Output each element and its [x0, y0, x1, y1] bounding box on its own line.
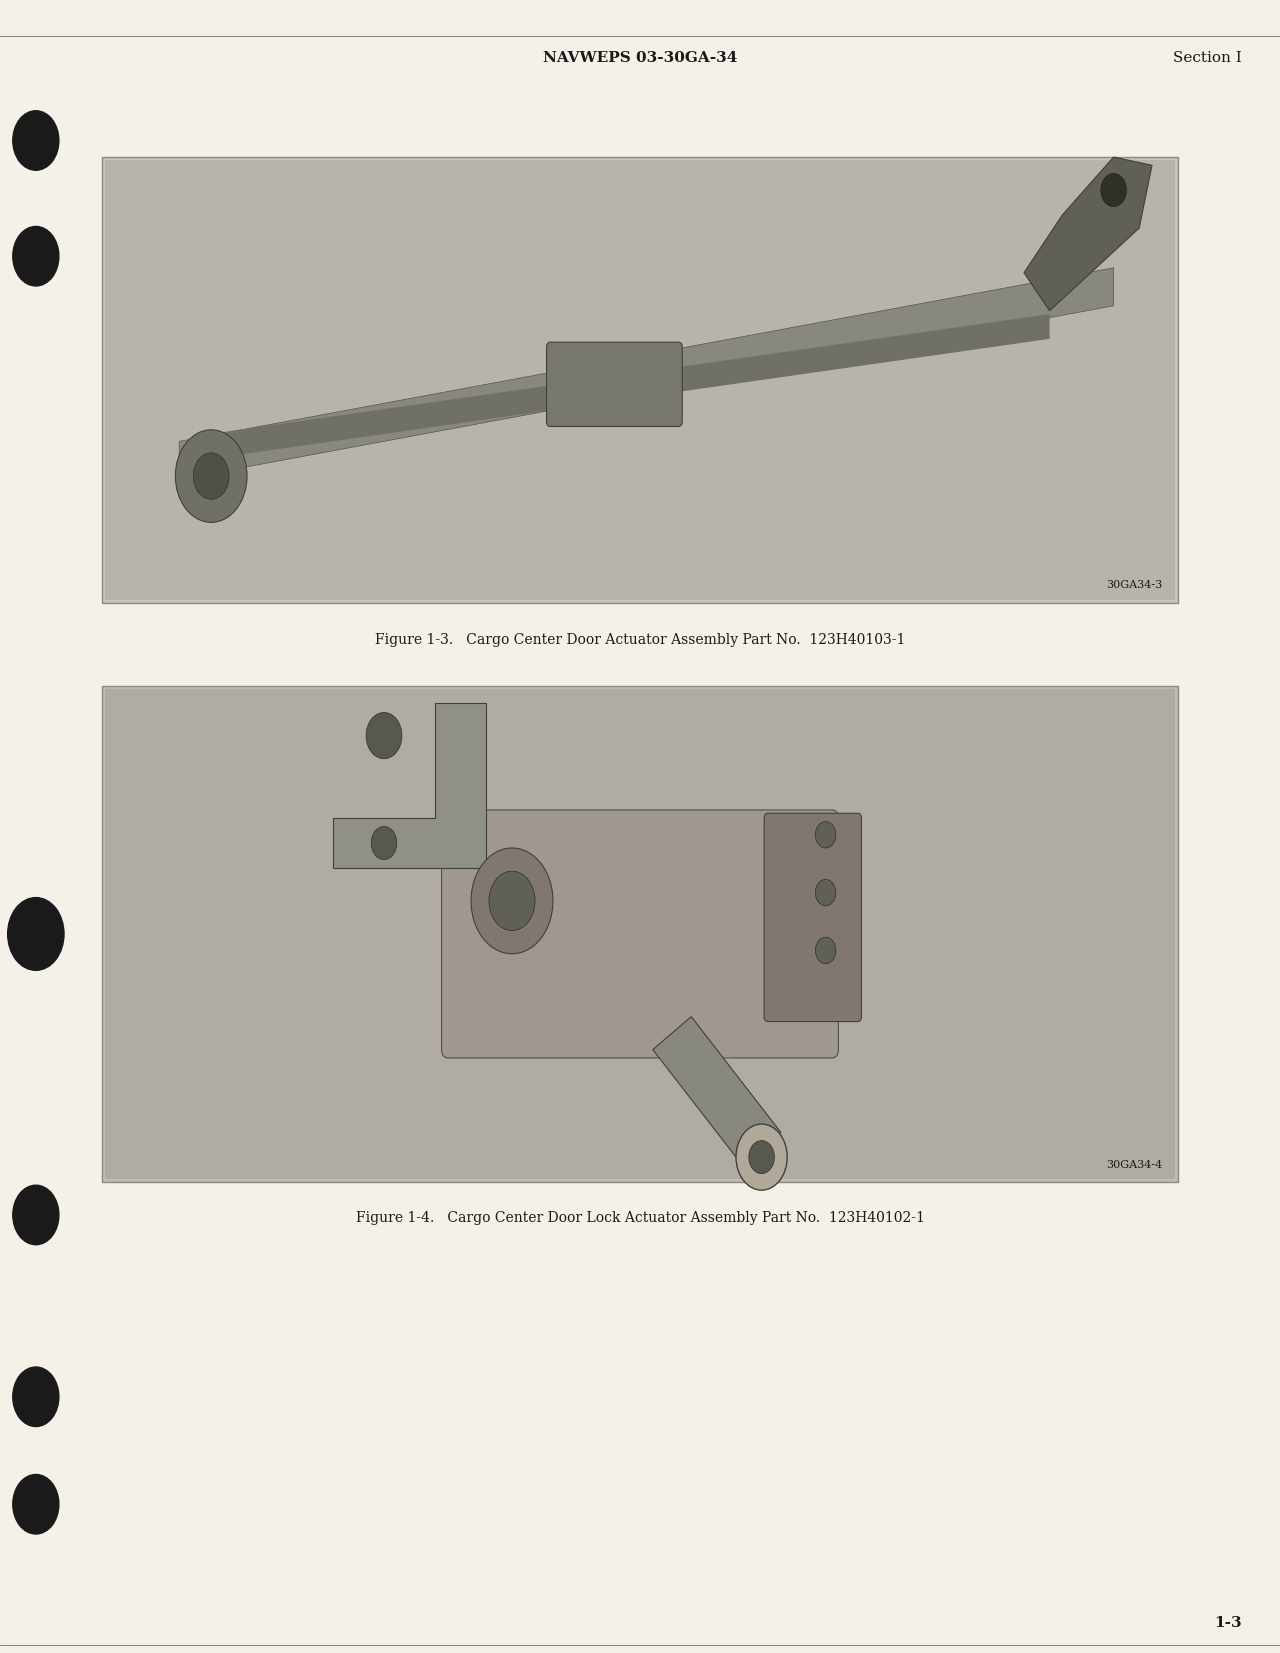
Polygon shape [205, 314, 1050, 460]
FancyBboxPatch shape [105, 160, 1175, 600]
Circle shape [193, 453, 229, 499]
Circle shape [471, 848, 553, 954]
FancyBboxPatch shape [764, 813, 861, 1022]
Polygon shape [1024, 157, 1152, 311]
Text: 30GA34-3: 30GA34-3 [1106, 580, 1162, 590]
Circle shape [371, 826, 397, 860]
Text: 30GA34-4: 30GA34-4 [1106, 1160, 1162, 1170]
Polygon shape [653, 1017, 781, 1165]
Circle shape [815, 822, 836, 848]
FancyBboxPatch shape [547, 342, 682, 426]
FancyBboxPatch shape [105, 689, 1175, 1179]
Circle shape [489, 871, 535, 931]
Circle shape [8, 898, 64, 970]
FancyBboxPatch shape [102, 686, 1178, 1182]
Polygon shape [179, 268, 1114, 479]
Circle shape [736, 1124, 787, 1190]
Text: NAVWEPS 03-30GA-34: NAVWEPS 03-30GA-34 [543, 51, 737, 64]
Text: Figure 1-3.   Cargo Center Door Actuator Assembly Part No.  123H40103-1: Figure 1-3. Cargo Center Door Actuator A… [375, 633, 905, 646]
Circle shape [13, 226, 59, 286]
FancyBboxPatch shape [102, 157, 1178, 603]
Text: Section I: Section I [1172, 51, 1242, 64]
Circle shape [13, 1474, 59, 1534]
Polygon shape [333, 703, 486, 868]
Circle shape [175, 430, 247, 522]
Circle shape [749, 1141, 774, 1174]
Circle shape [13, 1185, 59, 1245]
Circle shape [815, 879, 836, 906]
Circle shape [1101, 174, 1126, 207]
Text: Figure 1-4.   Cargo Center Door Lock Actuator Assembly Part No.  123H40102-1: Figure 1-4. Cargo Center Door Lock Actua… [356, 1212, 924, 1225]
FancyBboxPatch shape [442, 810, 838, 1058]
Circle shape [815, 937, 836, 964]
Circle shape [13, 111, 59, 170]
Circle shape [366, 712, 402, 759]
Text: 1-3: 1-3 [1213, 1617, 1242, 1630]
Circle shape [13, 1367, 59, 1427]
